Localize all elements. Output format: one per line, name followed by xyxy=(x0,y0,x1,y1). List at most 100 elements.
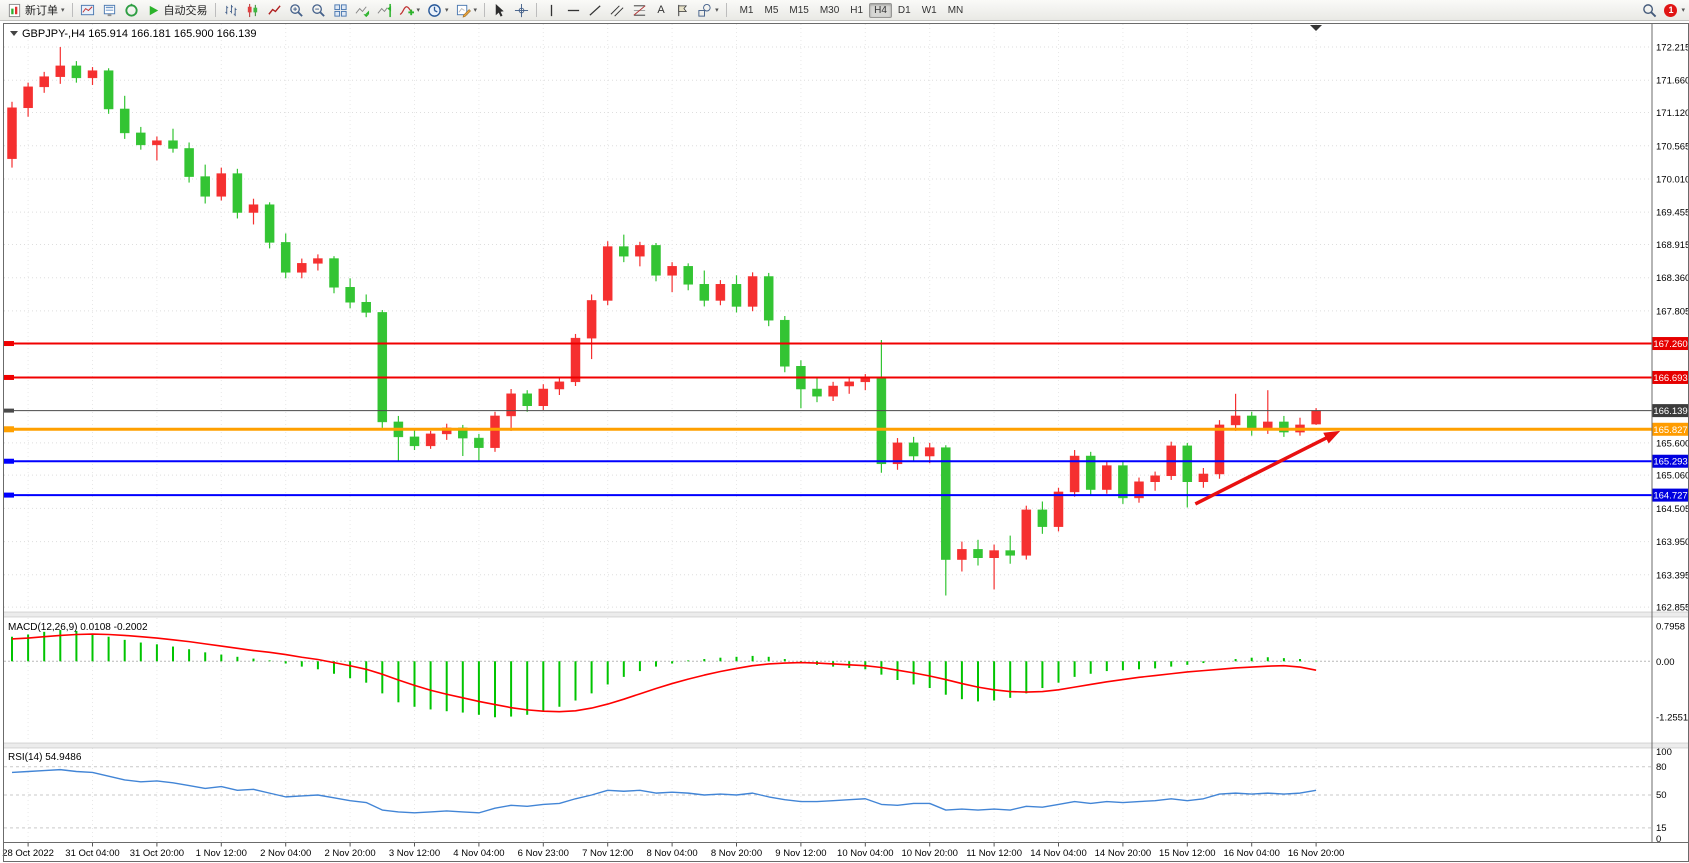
candlestick-chart-button[interactable] xyxy=(242,1,263,19)
new-order-label: 新订单 xyxy=(25,5,58,17)
time-axis-label: 2 Nov 20:00 xyxy=(324,848,375,859)
time-axis-label: 1 Nov 12:00 xyxy=(196,848,247,859)
candlestick xyxy=(87,67,98,86)
candlestick xyxy=(1102,460,1112,494)
chevron-down-icon: ▾ xyxy=(61,6,65,14)
horizontal-line-icon xyxy=(567,9,580,11)
time-axis-label: 3 Nov 12:00 xyxy=(389,848,440,859)
line-chart-button[interactable] xyxy=(264,1,285,19)
auto-scroll-icon xyxy=(355,5,369,17)
candlestick xyxy=(248,198,259,225)
candlestick xyxy=(200,164,210,204)
price-axis-label: 165.060 xyxy=(1656,471,1689,482)
time-axis-label: 16 Nov 20:00 xyxy=(1288,848,1345,859)
time-axis-label: 10 Nov 04:00 xyxy=(837,848,894,859)
market-watch-button[interactable] xyxy=(99,1,120,19)
notification-badge[interactable]: 1 xyxy=(1664,3,1678,17)
bar-chart-icon xyxy=(224,4,237,16)
collapse-icon[interactable] xyxy=(10,31,18,36)
crosshair-button[interactable] xyxy=(511,1,532,19)
candlestick xyxy=(490,411,500,452)
candlestick xyxy=(409,429,420,451)
price-tag-label: 164.727 xyxy=(1653,491,1687,502)
time-axis-label: 14 Nov 04:00 xyxy=(1030,848,1087,859)
indicators-button[interactable]: ▾ xyxy=(396,1,424,19)
price-tag xyxy=(1652,488,1689,502)
autotrading-button[interactable]: 自动交易 xyxy=(143,1,211,19)
candlestick xyxy=(168,128,178,153)
price-tag xyxy=(1652,454,1689,468)
label-button[interactable] xyxy=(672,1,693,19)
auto-scroll-button[interactable] xyxy=(352,1,373,19)
navigator-button[interactable] xyxy=(121,1,142,19)
chart-shift-button[interactable] xyxy=(374,1,395,19)
bar-chart-button[interactable] xyxy=(220,1,241,19)
periods-button[interactable]: ▾ xyxy=(424,1,452,19)
indicators-icon xyxy=(399,5,414,15)
time-axis-label: 2 Nov 04:00 xyxy=(260,848,311,859)
new-order-button[interactable]: 新订单 ▾ xyxy=(4,1,68,19)
price-axis-label: 164.505 xyxy=(1656,504,1689,515)
candlestick xyxy=(425,430,436,449)
fibonacci-icon xyxy=(633,4,646,16)
charts-button[interactable] xyxy=(77,1,98,19)
price-axis-label: 172.215 xyxy=(1656,43,1689,54)
templates-button[interactable]: ▾ xyxy=(453,1,481,19)
timeframe-m30[interactable]: M30 xyxy=(819,4,840,16)
panel-splitter[interactable] xyxy=(3,611,1689,618)
fibonacci-button[interactable] xyxy=(629,1,650,19)
timeframe-h1[interactable]: H1 xyxy=(850,4,864,16)
time-axis-label: 15 Nov 12:00 xyxy=(1159,848,1216,859)
channel-button[interactable] xyxy=(607,1,628,19)
timeframe-w1[interactable]: W1 xyxy=(921,4,937,16)
price-tag xyxy=(1652,422,1689,436)
crosshair-icon xyxy=(515,3,529,17)
time-axis-label: 6 Nov 23:00 xyxy=(518,848,569,859)
zoom-out-button[interactable] xyxy=(308,1,329,19)
main-toolbar: 新订单 ▾ 自动交易 xyxy=(0,0,1689,21)
vertical-line-button[interactable] xyxy=(541,1,562,19)
timeframe-d1[interactable]: D1 xyxy=(897,4,911,16)
chart-shift-marker[interactable] xyxy=(1310,25,1322,31)
price-tag-label: 166.139 xyxy=(1653,406,1687,417)
tile-windows-button[interactable] xyxy=(330,1,351,19)
rsi-indicator-label: RSI(14) 54.9486 xyxy=(8,752,82,763)
cursor-button[interactable] xyxy=(489,1,510,19)
zoom-in-button[interactable] xyxy=(286,1,307,19)
price-tag-label: 165.827 xyxy=(1653,425,1687,436)
macd-scale-label: 0.7958 xyxy=(1656,621,1685,632)
timeframe-m15[interactable]: M15 xyxy=(789,4,809,16)
rsi-scale-label: 80 xyxy=(1656,762,1667,773)
candlestick xyxy=(377,310,388,428)
timeframe-h4[interactable]: H4 xyxy=(869,2,892,18)
chevron-down-icon: ▾ xyxy=(445,6,449,14)
time-axis-label: 14 Nov 20:00 xyxy=(1095,848,1152,859)
timeframe-m1[interactable]: M1 xyxy=(739,4,754,16)
trendline-button[interactable] xyxy=(585,1,606,19)
shapes-button[interactable]: ▾ xyxy=(694,1,722,19)
candlestick xyxy=(683,263,693,291)
text-button[interactable]: A xyxy=(651,1,671,19)
search-button[interactable] xyxy=(1639,1,1660,19)
timeframe-m5[interactable]: M5 xyxy=(764,4,779,16)
candlestick xyxy=(297,258,307,279)
price-axis-label: 167.805 xyxy=(1656,306,1689,317)
price-axis-label: 171.660 xyxy=(1656,76,1689,87)
time-axis-label: 16 Nov 04:00 xyxy=(1223,848,1280,859)
trend-arrow[interactable] xyxy=(1194,433,1333,506)
panel-splitter[interactable] xyxy=(3,742,1689,749)
horizontal-line-button[interactable] xyxy=(563,1,584,19)
time-axis-label: 11 Nov 12:00 xyxy=(966,848,1022,859)
price-axis-label: 171.120 xyxy=(1656,108,1689,119)
candlestick xyxy=(1085,451,1096,496)
trend-arrow-head xyxy=(1323,430,1341,444)
rsi-scale-label: 0 xyxy=(1656,834,1661,845)
macd-scale-label: 0.00 xyxy=(1656,657,1675,668)
candlestick xyxy=(1134,477,1144,503)
price-tag-label: 166.693 xyxy=(1653,373,1687,384)
price-axis-label: 162.855 xyxy=(1656,603,1689,614)
panel-toggle-icon[interactable]: ▾ xyxy=(1681,6,1685,14)
price-tag xyxy=(1652,404,1689,418)
timeframe-mn[interactable]: MN xyxy=(947,4,964,16)
